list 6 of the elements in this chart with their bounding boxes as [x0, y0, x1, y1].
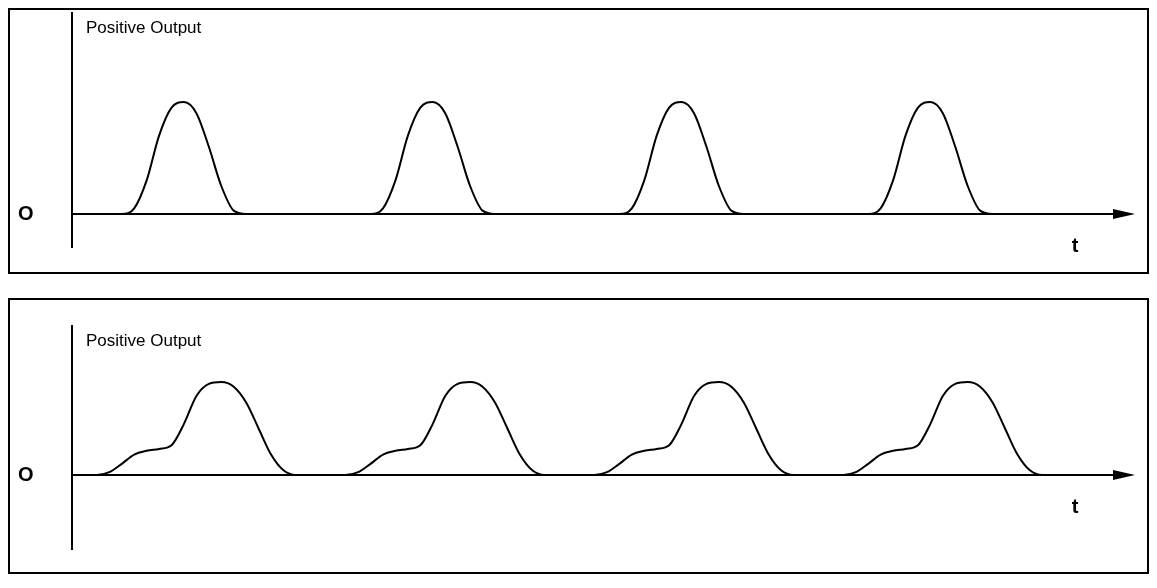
y-axis-title: Positive Output	[86, 17, 202, 37]
text: O	[18, 462, 34, 485]
y-axis-title: Positive Output	[86, 330, 202, 350]
text: O	[18, 201, 34, 224]
x-axis-title: t	[1071, 494, 1079, 517]
x-axis-title: t	[1071, 233, 1079, 256]
